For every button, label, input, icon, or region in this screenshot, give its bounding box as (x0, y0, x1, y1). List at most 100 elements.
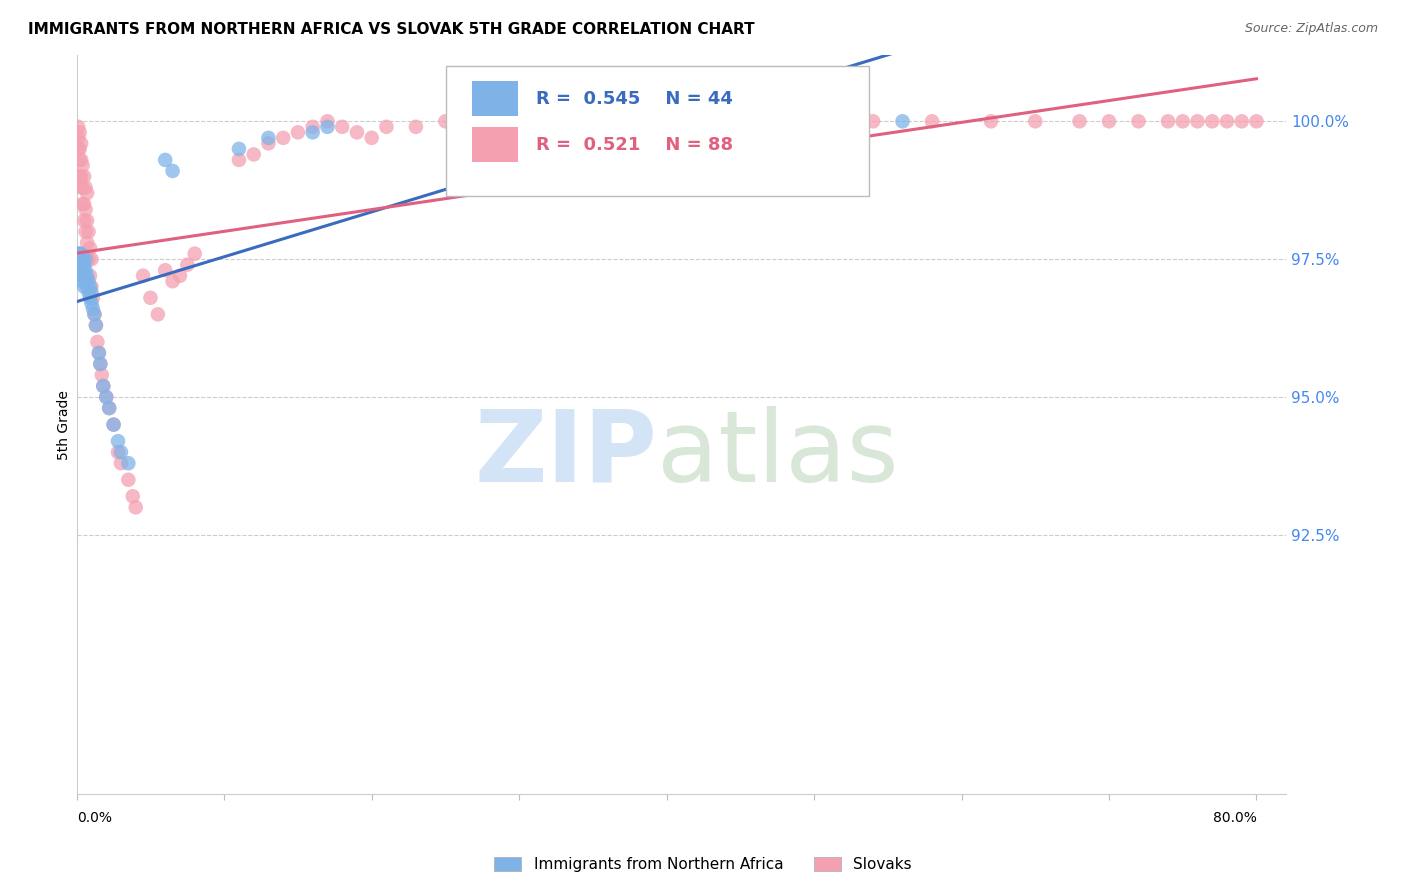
Point (744, 114, 766, 128)
Point (494, 125, 516, 139)
Point (76, 268, 98, 283)
Point (72, 274, 94, 288)
Text: R =  0.521    N = 88: R = 0.521 N = 88 (536, 136, 734, 153)
Point (121, 489, 143, 503)
Point (107, 445, 129, 459)
Point (91, 379, 114, 393)
Point (79, 268, 101, 283)
Point (685, 120, 707, 134)
Point (803, 114, 825, 128)
Point (79, 291, 101, 305)
Point (1098, 114, 1121, 128)
Point (70, 246, 93, 260)
Point (464, 120, 486, 134)
Point (626, 120, 648, 134)
Point (980, 114, 1002, 128)
Point (1157, 114, 1180, 128)
Point (69, 258, 91, 272)
Point (76, 213, 98, 227)
Point (330, 120, 353, 134)
Point (75, 202, 97, 217)
Y-axis label: 5th Grade: 5th Grade (58, 390, 72, 459)
Point (76, 279, 98, 293)
Point (89, 357, 111, 371)
Point (72, 197, 94, 211)
Point (69, 125, 91, 139)
Point (301, 120, 323, 134)
Point (73, 279, 96, 293)
Point (183, 246, 205, 260)
Point (77, 225, 100, 239)
Point (76, 235, 98, 250)
Point (1128, 114, 1150, 128)
Point (117, 473, 139, 487)
Point (70, 258, 93, 272)
Point (72, 263, 94, 277)
Point (77, 252, 100, 267)
Point (271, 131, 294, 145)
Point (70, 268, 93, 283)
Point (110, 456, 132, 470)
Point (75, 180, 97, 194)
Point (80, 296, 103, 310)
Point (1246, 114, 1268, 128)
Point (287, 125, 309, 139)
Point (67, 142, 90, 156)
Point (82, 301, 104, 316)
Point (98, 401, 121, 415)
FancyBboxPatch shape (472, 81, 517, 117)
Point (107, 434, 129, 449)
Point (176, 258, 198, 272)
Point (1201, 114, 1223, 128)
Point (83, 307, 105, 321)
Point (70, 136, 93, 151)
Point (84, 318, 107, 333)
Point (316, 120, 339, 134)
Point (434, 114, 457, 128)
Point (1216, 114, 1239, 128)
Point (69, 153, 91, 167)
Point (70, 169, 93, 184)
Point (155, 263, 177, 277)
Point (79, 241, 101, 255)
Point (70, 153, 93, 167)
Point (67, 131, 90, 145)
Point (91, 379, 114, 393)
Point (89, 357, 111, 371)
Point (257, 131, 280, 145)
Text: atlas: atlas (657, 406, 898, 503)
Text: IMMIGRANTS FROM NORTHERN AFRICA VS SLOVAK 5TH GRADE CORRELATION CHART: IMMIGRANTS FROM NORTHERN AFRICA VS SLOVA… (28, 22, 755, 37)
Point (72, 158, 94, 172)
Point (73, 213, 96, 227)
Point (90, 368, 112, 382)
Point (1230, 114, 1253, 128)
Point (1069, 114, 1091, 128)
Point (1187, 114, 1209, 128)
Point (132, 268, 155, 283)
Point (82, 291, 104, 305)
Point (301, 125, 323, 139)
Point (257, 136, 280, 151)
Point (67, 246, 90, 260)
Point (169, 268, 191, 283)
FancyBboxPatch shape (472, 127, 517, 162)
Point (110, 445, 132, 459)
Point (405, 120, 427, 134)
Point (228, 153, 250, 167)
Point (80, 252, 103, 267)
FancyBboxPatch shape (446, 66, 869, 195)
Point (86, 334, 108, 349)
Point (67, 252, 90, 267)
Point (69, 142, 91, 156)
Point (73, 197, 96, 211)
Point (75, 263, 97, 277)
Point (73, 258, 96, 272)
Point (891, 114, 914, 128)
Point (685, 114, 707, 128)
Point (162, 164, 184, 178)
Point (537, 120, 560, 134)
Point (96, 390, 118, 404)
Point (1024, 114, 1046, 128)
Point (77, 274, 100, 288)
Point (242, 147, 264, 161)
